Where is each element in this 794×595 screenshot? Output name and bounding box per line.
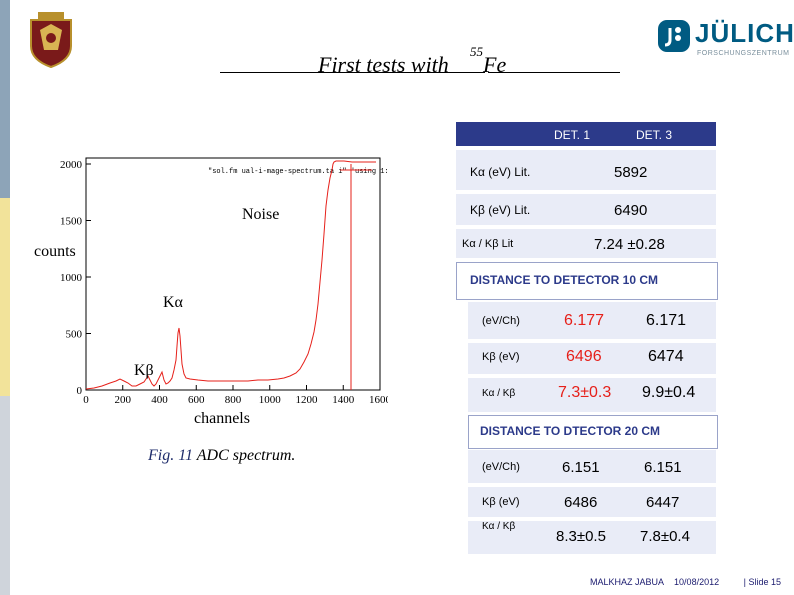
lit-row-value: 6490 <box>614 201 648 219</box>
title-underline-left <box>220 72 485 73</box>
section2-title: DISTANCE TO DTECTOR 20 CM <box>480 424 661 438</box>
header-det1: DET. 1 <box>554 128 591 142</box>
y-tick-label: 2000 <box>60 159 83 171</box>
figure-caption: Fig. 11 ADC spectrum. <box>148 447 295 465</box>
plot-inner-legend: "sol.fm ual-i-mage-spectrum.ta i" 'using… <box>208 168 388 176</box>
s2-det1-kb: 6486 <box>564 493 598 511</box>
section2-divider-2 <box>468 517 716 521</box>
left-color-bar <box>0 0 10 595</box>
section2-divider-1 <box>468 483 716 487</box>
noise-annotation: Noise <box>242 206 280 223</box>
section1-band <box>468 302 716 412</box>
s1-label-kb: Kβ (eV) <box>482 351 520 363</box>
x-tick-label: 1200 <box>296 394 319 406</box>
y-ticks: 0 500 1000 1500 2000 <box>60 159 91 397</box>
s2-det1-evch: 6.151 <box>562 458 600 476</box>
s2-det1-ratio: 8.3±0.5 <box>556 527 606 545</box>
x-tick-label: 200 <box>115 394 132 406</box>
x-tick-label: 1400 <box>332 394 355 406</box>
section1-title: DISTANCE TO DETECTOR 10 CM <box>470 273 659 287</box>
lit-row-label: Kβ (eV) Lit. <box>470 203 531 217</box>
title-underline-right <box>488 72 620 73</box>
figure-number: Fig. 11 <box>148 447 194 464</box>
s1-det1-ratio: 7.3±0.3 <box>558 384 612 401</box>
julich-logo-subtitle: FORSCHUNGSZENTRUM <box>697 50 790 57</box>
lit-row-label: Kα (eV) Lit. <box>470 165 531 179</box>
s1-det3-evch: 6.171 <box>646 312 687 329</box>
section1-divider-2 <box>468 374 716 378</box>
title-text: First tests with <box>318 52 449 77</box>
s1-label-evch: (eV/Ch) <box>482 315 520 327</box>
lit-row-value: 5892 <box>614 163 648 181</box>
x-tick-label: 600 <box>188 394 205 406</box>
footer-author: MALKHAZ JABUA <box>590 577 664 587</box>
s1-det1-kb: 6496 <box>566 348 602 365</box>
lit-row-divider-1 <box>456 190 716 194</box>
lit-row-band <box>456 150 716 258</box>
x-ticks: 0 200 400 600 800 1000 1200 1400 1600 <box>83 385 388 406</box>
slide-title: First tests with 55 Fe <box>220 44 620 77</box>
s1-det3-kb: 6474 <box>648 348 684 365</box>
y-axis-label: counts <box>34 243 76 260</box>
s2-det3-ratio: 7.8±0.4 <box>640 527 690 545</box>
section1-divider-1 <box>468 339 716 343</box>
x-tick-label: 1000 <box>259 394 282 406</box>
title-element: Fe <box>483 52 507 77</box>
lit-row-label: Kα / Kβ Lit <box>462 238 514 250</box>
y-tick-label: 500 <box>66 329 83 341</box>
y-tick-label: 1000 <box>60 272 83 284</box>
s2-label-ratio: Kα / Kβ <box>482 520 516 532</box>
julich-logo-text: JÜLICH <box>695 18 794 48</box>
footer-date: 10/08/2012 <box>674 577 720 587</box>
y-tick-label: 1500 <box>60 216 83 228</box>
lit-row-divider-2 <box>456 225 716 229</box>
s1-label-ratio: Kα / Kβ <box>482 387 516 399</box>
s1-det3-ratio: 9.9±0.4 <box>642 384 696 401</box>
s1-det1-evch: 6.177 <box>564 312 605 329</box>
adc-spectrum-plot: 0 500 1000 1500 2000 0 200 400 600 800 1000 1200 14… <box>60 157 388 406</box>
section2-frame <box>468 415 718 449</box>
section1-frame <box>456 262 718 300</box>
julich-logo-mark <box>658 20 690 52</box>
footer: MALKHAZ JABUA 10/08/2012 | Slide 15 <box>590 577 781 587</box>
x-tick-label: 800 <box>225 394 242 406</box>
kb-annotation: Kβ <box>134 362 154 379</box>
section2-band <box>468 450 716 554</box>
s2-det3-kb: 6447 <box>646 493 680 511</box>
table-header: DET. 1 DET. 3 <box>456 122 716 146</box>
x-tick-label: 400 <box>151 394 168 406</box>
figure-caption-text: ADC spectrum. <box>193 447 296 464</box>
title-superscript: 55 <box>470 44 483 59</box>
spectrum-line <box>85 160 376 390</box>
university-crest-logo <box>30 12 72 68</box>
x-tick-label: 1600 <box>369 394 388 406</box>
y-tick-label: 0 <box>77 385 83 397</box>
s2-label-evch: (eV/Ch) <box>482 461 520 473</box>
ka-annotation: Kα <box>163 294 183 311</box>
s2-label-kb: Kβ (eV) <box>482 496 520 508</box>
footer-slide: | Slide 15 <box>743 577 781 587</box>
lit-row-value: 7.24 ±0.28 <box>594 235 665 253</box>
x-tick-label: 0 <box>83 394 89 406</box>
x-axis-label: channels <box>194 410 250 427</box>
s2-det3-evch: 6.151 <box>644 458 682 476</box>
header-det3: DET. 3 <box>636 128 673 142</box>
